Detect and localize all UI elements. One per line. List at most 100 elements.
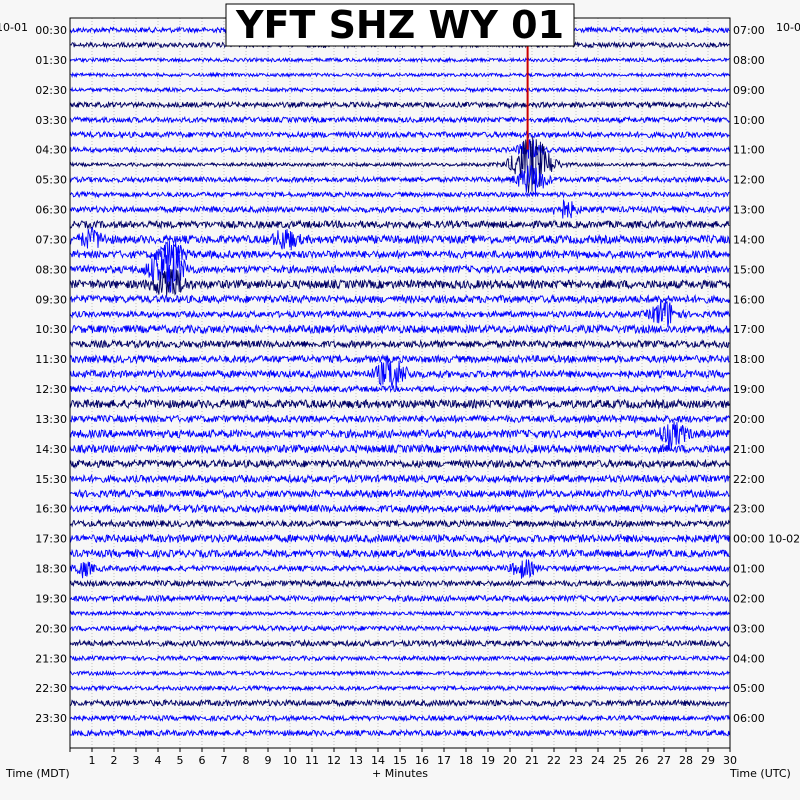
x-tick-label: 28 (679, 754, 693, 767)
left-tick-label: 11:30 (35, 353, 67, 366)
seismic-trace-line (70, 594, 730, 603)
left-tick-label: 22:30 (35, 682, 67, 695)
left-tick-label: 23:30 (35, 712, 67, 725)
seismic-trace-line (69, 654, 730, 663)
left-tick-label: 20:30 (35, 622, 67, 635)
plot-frame (69, 17, 731, 749)
right-tick-label: 16:00 (733, 293, 765, 306)
x-tick-label: 21 (525, 754, 539, 767)
right-tick-label: 20:00 (733, 413, 765, 426)
left-tick-label: 12:30 (35, 383, 67, 396)
x-tick-label: 20 (503, 754, 517, 767)
seismic-trace-line (69, 219, 730, 230)
seismic-trace-line (69, 443, 730, 455)
seismic-trace-line (69, 458, 730, 470)
seismic-trace-line (69, 136, 730, 193)
left-tick-label: 03:30 (35, 114, 67, 127)
seismic-trace-line (69, 299, 730, 328)
left-tick-label: 15:30 (35, 473, 67, 486)
right-tick-label: 14:00 (733, 233, 765, 246)
left-tick-label: 00:30 (35, 24, 67, 37)
seismic-trace-line (69, 714, 730, 723)
right-tick-label: 21:00 (733, 443, 765, 456)
seismic-trace-line (69, 624, 730, 633)
seismic-trace-line (69, 269, 730, 296)
left-tick-label: 19:30 (35, 592, 67, 605)
x-tick-label: 11 (305, 754, 319, 767)
seismic-trace-line (69, 226, 730, 251)
seismic-trace-line (69, 190, 730, 199)
left-tick-label: 04:30 (35, 144, 67, 157)
x-tick-label: 16 (415, 754, 429, 767)
seismic-trace-line (69, 338, 730, 350)
seismic-trace-line (69, 164, 730, 194)
seismic-trace-line (69, 71, 730, 79)
left-tick-label: 17:30 (35, 533, 67, 546)
x-tick-label: 29 (701, 754, 715, 767)
date-left-label: 10-01 (0, 21, 28, 34)
seismic-trace-line (69, 353, 730, 365)
left-tick-label: 13:30 (35, 413, 67, 426)
x-tick-label: 22 (547, 754, 561, 767)
seismic-trace-line (69, 100, 730, 110)
grid-layer (70, 18, 730, 748)
right-tick-label: 12:00 (733, 174, 765, 187)
right-tick-label: 01:00 (733, 563, 765, 576)
right-tick-label: 08:00 (733, 54, 765, 67)
seismic-trace-line (69, 684, 730, 692)
seismic-trace-line (69, 115, 730, 124)
seismic-trace-line (69, 669, 730, 677)
seismic-trace-line (69, 533, 730, 544)
right-tick-label: 07:00 (733, 24, 765, 37)
left-tick-label: 01:30 (35, 54, 67, 67)
right-tick-label: 03:00 (733, 622, 765, 635)
x-tick-label: 27 (657, 754, 671, 767)
right-tick-label: 19:00 (733, 383, 765, 396)
left-tick-label: 02:30 (35, 84, 67, 97)
seismic-trace-line (69, 488, 730, 499)
seismic-trace-line (69, 518, 730, 529)
x-tick-label: 5 (177, 754, 184, 767)
x-tick-label: 8 (243, 754, 250, 767)
seismic-trace-line (69, 698, 730, 708)
left-tick-label: 10:30 (35, 323, 67, 336)
left-time-labels: 00:30 01:30 02:30 03:30 04:30 05:30 06:30 07:30… (35, 24, 67, 725)
seismic-trace-line (69, 473, 730, 484)
x-tick-label: 15 (393, 754, 407, 767)
right-tick-label: 23:00 (733, 503, 765, 516)
title-box (225, 3, 575, 47)
right-tick-label: 17:00 (733, 323, 765, 336)
seismic-trace-line (69, 728, 730, 738)
x-tick-label: 26 (635, 754, 649, 767)
right-tick-label: 15:00 (733, 263, 765, 276)
right-tick-label: 02:00 (733, 592, 765, 605)
x-axis-label: + Minutes (372, 767, 428, 780)
seismic-trace-line (69, 413, 730, 424)
right-tick-label: 18:00 (733, 353, 765, 366)
x-tick-label: 1 (89, 754, 96, 767)
left-tick-label: 06:30 (35, 204, 67, 217)
x-tick-label: 12 (327, 754, 341, 767)
seismic-trace-line (69, 293, 730, 305)
left-tick-label: 08:30 (35, 263, 67, 276)
right-axis-label: Time (UTC) (729, 767, 791, 780)
seismic-trace-line (69, 638, 730, 648)
right-tick-label: 10:00 (733, 114, 765, 127)
x-tick-label: 9 (265, 754, 272, 767)
seismic-trace-line (69, 244, 730, 294)
left-tick-label: 14:30 (35, 443, 67, 456)
x-tick-label: 7 (221, 754, 228, 767)
right-tick-label: 11:00 (733, 144, 765, 157)
minute-tick-labels: 1 2 3 4 5 6 7 8 9 10 11 12 13 14 15 16 17 18 19 20 21 22 23 24 2… (69, 748, 737, 767)
date-right-label: 10-0 (776, 21, 800, 34)
x-tick-label: 24 (591, 754, 605, 767)
x-tick-label: 6 (199, 754, 206, 767)
chart-title: YFT SHZ WY 01 (235, 3, 564, 47)
seismic-trace-line (69, 198, 730, 219)
x-tick-label: 25 (613, 754, 627, 767)
right-tick-label: 09:00 (733, 84, 765, 97)
seismic-trace-line (69, 398, 730, 410)
seismic-trace-line (69, 548, 730, 559)
